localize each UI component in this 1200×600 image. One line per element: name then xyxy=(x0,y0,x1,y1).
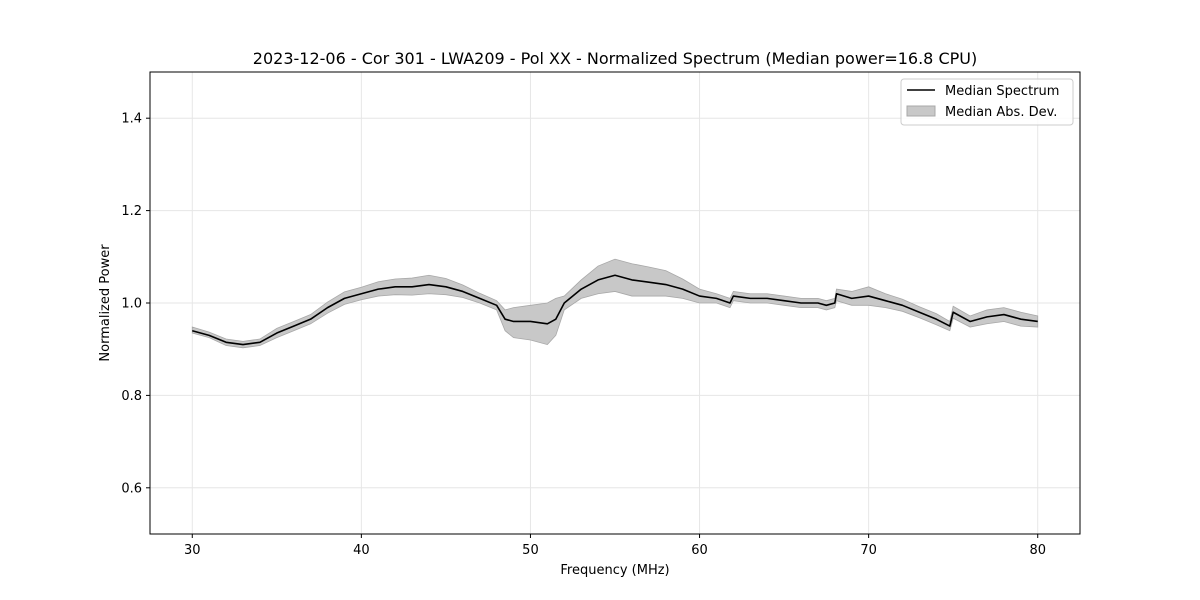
y-tick-label: 0.6 xyxy=(121,481,142,496)
y-tick-label: 1.4 xyxy=(121,112,142,127)
x-tick-label: 60 xyxy=(691,543,708,558)
legend-mad-swatch xyxy=(906,105,936,117)
y-axis: 0.6 0.8 1.0 1.2 1.4 xyxy=(121,112,150,496)
x-tick-label: 30 xyxy=(184,543,201,558)
legend-mad-label: Median Abs. Dev. xyxy=(945,105,1057,120)
x-tick-label: 50 xyxy=(522,543,539,558)
mad-band xyxy=(191,258,1039,349)
legend-box xyxy=(900,78,1074,126)
x-tick-label: 40 xyxy=(353,543,370,558)
y-tick-label: 1.0 xyxy=(121,297,142,312)
median-spectrum-line xyxy=(192,274,1038,346)
legend: Median Spectrum Median Abs. Dev. xyxy=(900,78,1074,126)
x-tick-label: 70 xyxy=(860,543,877,558)
y-tick-label: 1.2 xyxy=(121,204,142,219)
x-axis: 30 40 50 60 70 80 xyxy=(184,534,1046,558)
x-axis-label: Frequency (MHz) xyxy=(560,563,669,578)
chart-title: 2023-12-06 - Cor 301 - LWA209 - Pol XX -… xyxy=(253,49,977,68)
median-line-layer xyxy=(192,274,1038,346)
y-axis-label: Normalized Power xyxy=(98,244,113,362)
legend-median-label: Median Spectrum xyxy=(945,84,1059,99)
mad-band-layer xyxy=(191,258,1039,349)
x-tick-label: 80 xyxy=(1029,543,1046,558)
y-tick-label: 0.8 xyxy=(121,389,142,404)
